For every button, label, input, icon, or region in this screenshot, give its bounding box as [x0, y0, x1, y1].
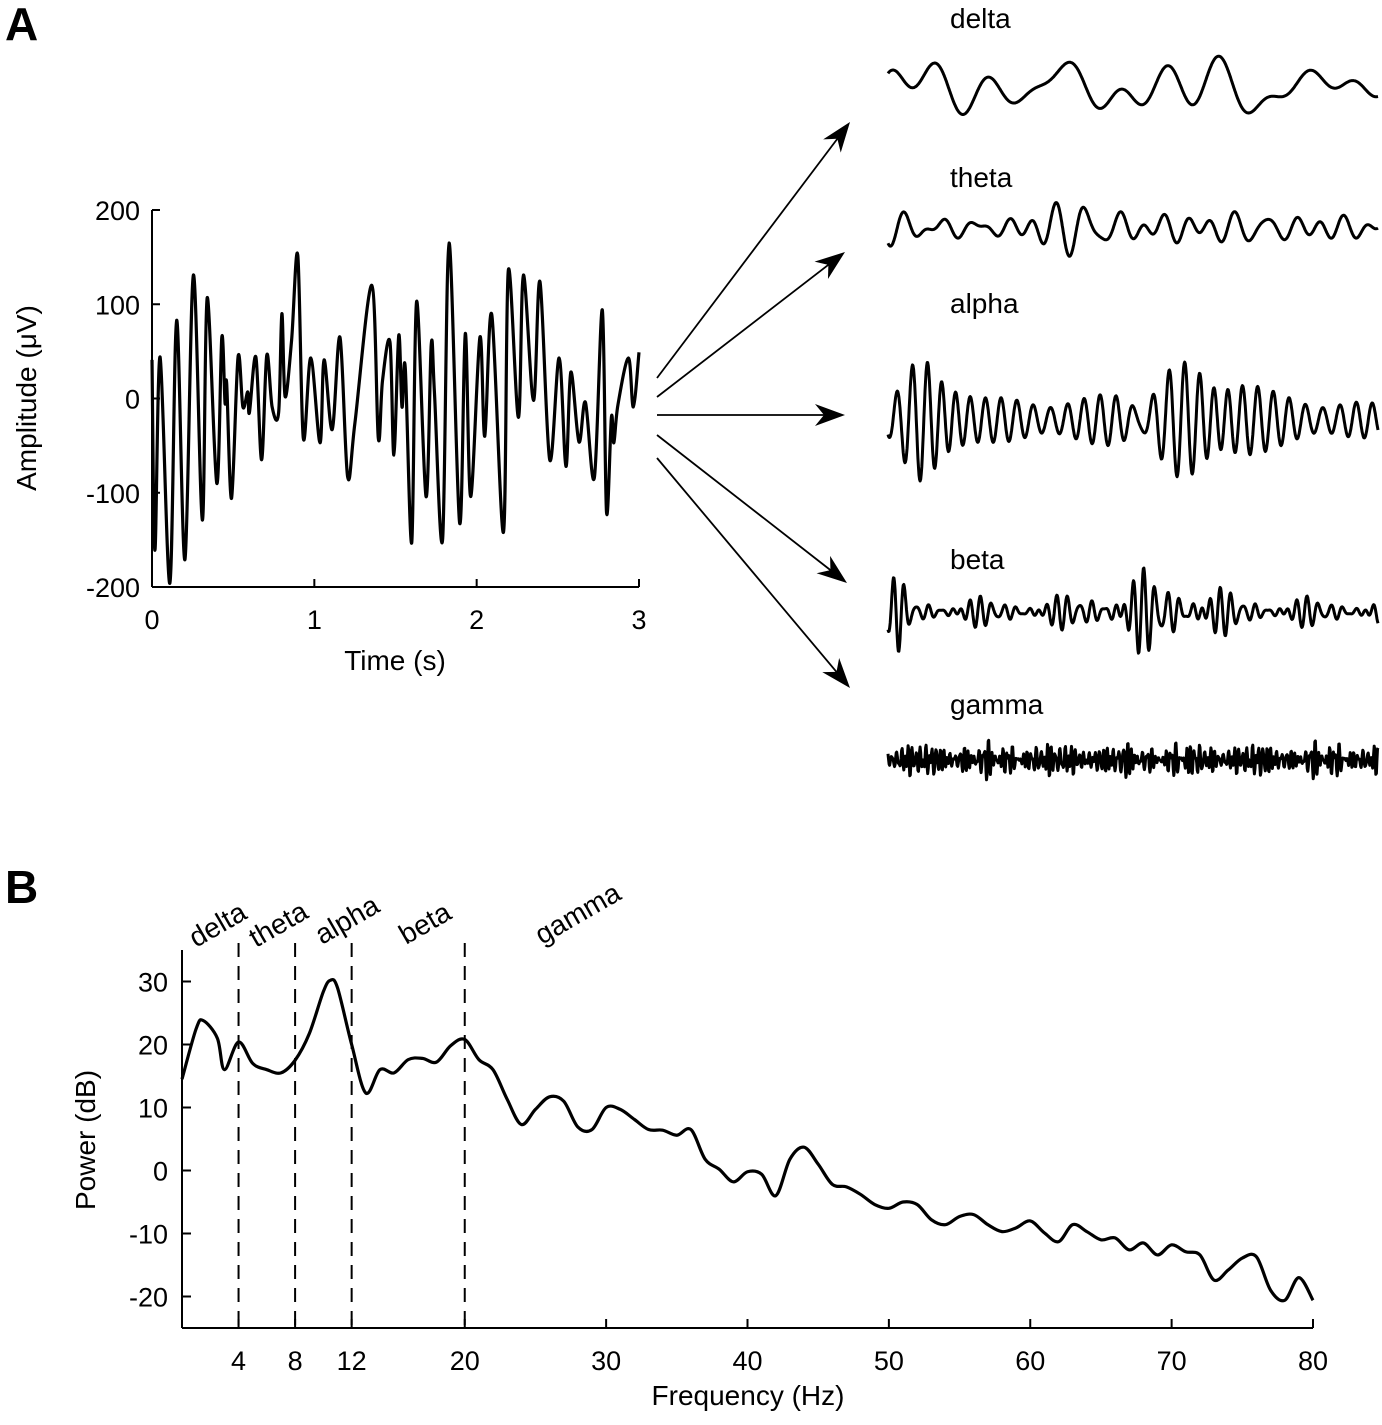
panel-label-b: B [5, 861, 38, 913]
band-label-alpha: alpha [950, 288, 1019, 319]
psd-band-label-theta: theta [244, 895, 314, 953]
raw-y-axis-label: Amplitude (μV) [11, 305, 42, 491]
psd-line [180, 977, 1315, 1303]
psd-band-label-alpha: alpha [310, 889, 385, 950]
arrow-shaft [656, 136, 840, 379]
arrow-head [816, 555, 847, 583]
psd-x-tick-label: 70 [1157, 1346, 1187, 1376]
band-traces [886, 54, 1380, 782]
psd-y-axis-label: Power (dB) [70, 1070, 101, 1210]
psd-axes: 4 8 12 20 30 40 50 60 70 80 30 20 10 0 -10 -20 [129, 943, 1328, 1376]
psd-x-tick-label: 60 [1015, 1346, 1045, 1376]
raw-x-tick-label: 1 [307, 605, 322, 635]
band-label-delta: delta [950, 3, 1011, 34]
band-label-gamma: gamma [950, 689, 1044, 720]
psd-x-tick-label: 12 [337, 1346, 367, 1376]
raw-y-tick-label: 200 [95, 196, 140, 226]
arrow-shaft [656, 434, 837, 575]
gamma-trace [886, 738, 1380, 782]
psd-x-axis-label: Frequency (Hz) [652, 1380, 845, 1411]
raw-signal-axes: 0 1 2 3 200 100 0 -100 -200 [86, 196, 647, 635]
psd-y-tick-label: 0 [153, 1157, 168, 1187]
raw-x-axis-label: Time (s) [344, 645, 446, 676]
raw-y-tick-label: -100 [86, 479, 140, 509]
psd-x-tick-label: 30 [591, 1346, 621, 1376]
psd-y-tick-label: -10 [129, 1220, 168, 1250]
psd-y-tick-label: -20 [129, 1283, 168, 1313]
delta-trace [886, 54, 1379, 116]
psd-x-tick-label: 8 [288, 1346, 303, 1376]
arrow-head [815, 404, 845, 426]
psd-band-label-beta: beta [394, 896, 457, 950]
psd-band-label-delta: delta [184, 896, 252, 953]
psd-band-label-gamma: gamma [530, 876, 627, 950]
psd-y-tick-label: 30 [138, 968, 168, 998]
beta-trace [886, 566, 1380, 655]
band-label-beta: beta [950, 544, 1005, 575]
psd-x-tick-label: 40 [732, 1346, 762, 1376]
arrow-head [822, 657, 850, 688]
arrow-shaft [656, 457, 840, 675]
theta-trace [886, 201, 1379, 258]
arrow-head [814, 252, 845, 280]
arrow-head [823, 122, 850, 153]
decomposition-arrows [656, 122, 850, 688]
psd-x-tick-label: 20 [450, 1346, 480, 1376]
panel-label-a: A [5, 0, 38, 50]
band-label-theta: theta [950, 162, 1013, 193]
psd-x-tick-label: 50 [874, 1346, 904, 1376]
arrow-shaft [656, 259, 835, 398]
psd-y-tick-label: 20 [138, 1031, 168, 1061]
raw-eeg-line [150, 241, 641, 585]
raw-x-tick-label: 2 [469, 605, 484, 635]
psd-y-tick-label: 10 [138, 1094, 168, 1124]
raw-y-tick-label: -200 [86, 573, 140, 603]
raw-y-tick-label: 0 [125, 385, 140, 415]
psd-x-tick-label: 4 [231, 1346, 246, 1376]
raw-y-tick-label: 100 [95, 290, 140, 320]
raw-x-tick-label: 3 [631, 605, 646, 635]
alpha-trace [886, 360, 1380, 483]
raw-x-tick-label: 0 [144, 605, 159, 635]
psd-x-tick-label: 80 [1298, 1346, 1328, 1376]
